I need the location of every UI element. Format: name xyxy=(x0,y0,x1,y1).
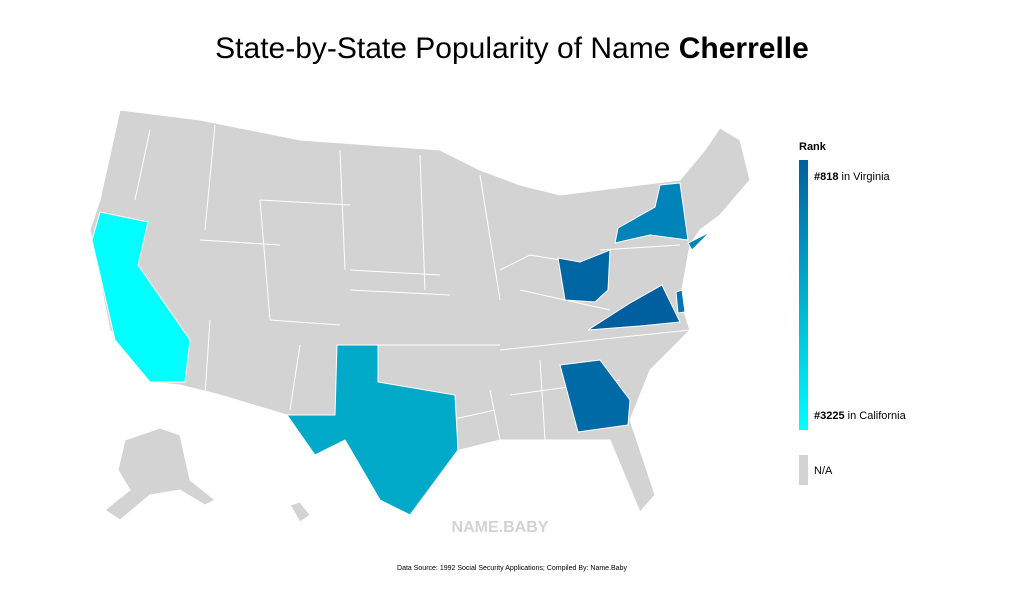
state-texas xyxy=(286,344,459,516)
state-ohio xyxy=(557,249,611,303)
legend-bottom-place: in California xyxy=(845,410,907,422)
title-name: Cherrelle xyxy=(679,32,809,65)
hawaii xyxy=(289,501,311,523)
footer: Data Source: 1992 Social Security Applic… xyxy=(397,565,627,572)
legend-na: N/A xyxy=(814,465,833,477)
state-borders xyxy=(134,124,691,441)
long-island xyxy=(687,231,711,251)
legend-top-rank: #818 xyxy=(814,171,838,183)
legend-gradient xyxy=(799,160,808,430)
legend-na-swatch xyxy=(799,455,808,485)
title-text: State-by-State Popularity of Name xyxy=(215,32,679,65)
state-new-york xyxy=(614,182,689,244)
legend-bottom-rank: #3225 xyxy=(814,410,845,422)
alaska xyxy=(104,427,216,521)
legend-top-place: in Virginia xyxy=(838,171,890,183)
state-california xyxy=(91,211,191,383)
legend-top: #818 in Virginia xyxy=(814,171,891,183)
state-georgia xyxy=(559,359,631,433)
watermark: NAME.BABY xyxy=(452,519,549,536)
state-delaware xyxy=(675,289,686,314)
state-virginia xyxy=(587,284,681,331)
us-map xyxy=(89,109,751,523)
title: State-by-State Popularity of Name Cherre… xyxy=(215,32,809,65)
legend-heading: Rank xyxy=(799,141,827,153)
legend-bottom: #3225 in California xyxy=(814,410,907,422)
